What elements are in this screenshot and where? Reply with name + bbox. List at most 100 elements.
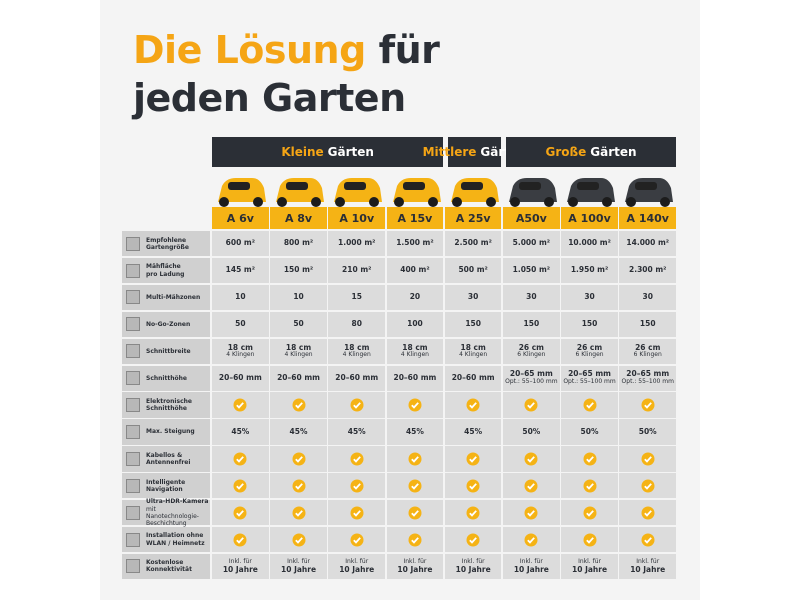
cell-text: 150 m²: [283, 265, 314, 275]
title-highlight: Die Lösung: [133, 28, 366, 72]
table-cell: [270, 473, 327, 499]
table-cell: Inkl. für 10 Jahre: [270, 553, 327, 580]
check-icon: [583, 479, 597, 493]
table-cell: 20–65 mm Opt.: 55–100 mm: [561, 365, 618, 391]
row-icon: [126, 451, 140, 466]
check-icon: [524, 506, 538, 520]
cell-text: 150: [639, 319, 656, 329]
table-cell: 18 cm 4 Klingen: [328, 338, 386, 364]
cell-text: 100: [407, 319, 423, 329]
check-icon: [524, 452, 538, 466]
cell-text: 400 m²: [400, 265, 430, 275]
cell-text: 50: [293, 319, 304, 329]
cell-text: 50%: [522, 426, 541, 436]
model-name: A 15v: [386, 207, 444, 229]
cell-line: 4 Klingen: [226, 351, 255, 359]
model-name: A 100v: [561, 207, 618, 229]
row-label: Multi-Mähzonen: [122, 284, 210, 311]
table-cell: Inkl. für 10 Jahre: [561, 553, 618, 580]
table-cell: 150: [561, 311, 618, 338]
table-cell: 20–60 mm: [444, 365, 502, 391]
cell-text: 50%: [580, 426, 599, 436]
row-label-line: Beschichtung: [146, 519, 187, 527]
row-label: No-Go-Zonen: [122, 311, 210, 338]
row-label: Intelligente Navigation: [122, 473, 210, 499]
cell-text: 80: [351, 319, 362, 329]
row-label-line: Schnitthöhe: [146, 405, 187, 413]
cell-line: 18 cm: [460, 342, 486, 352]
cell-line: Opt.: 55–100 mm: [505, 378, 558, 386]
table-cell: [328, 446, 386, 472]
row-label-text: Max. Steigung: [146, 428, 195, 435]
table-cell: 150 m²: [270, 257, 327, 284]
table-cell: [270, 500, 327, 526]
check-icon: [641, 452, 655, 466]
table-cell: [328, 500, 386, 526]
row-label: Elektronische Schnitthöhe: [122, 392, 210, 418]
row-label: Mähfläche pro Ladung: [122, 257, 210, 284]
cell-line: 4 Klingen: [459, 351, 488, 359]
row-label-text: Mähfläche pro Ladung: [146, 263, 184, 277]
row-label-line: Gartengröße: [146, 243, 189, 251]
cell-text: 150: [523, 319, 540, 329]
table-cell: 10: [270, 284, 327, 311]
table-cell: [619, 446, 677, 472]
cell-line: Inkl. für: [228, 557, 252, 565]
row-label-line: pro Ladung: [146, 270, 185, 278]
check-icon: [641, 506, 655, 520]
row-label-text: Installation ohne WLAN / Heimnetz: [146, 532, 205, 546]
check-icon: [292, 533, 306, 547]
group-label: Gärten: [590, 145, 637, 159]
group-accent: Mittlere: [422, 145, 477, 159]
table-cell: [386, 526, 444, 553]
row-icon: [126, 290, 140, 305]
cell-line: 4 Klingen: [342, 351, 371, 359]
table-cell: 2.300 m²: [619, 257, 677, 284]
check-icon: [466, 506, 480, 520]
check-icon: [466, 452, 480, 466]
row-label-line: Mähfläche: [146, 263, 181, 271]
cell-text: 2.300 m²: [629, 265, 667, 275]
cell-text: 2.500 m²: [454, 238, 492, 248]
table-cell: Inkl. für 10 Jahre: [503, 553, 560, 580]
model-name: A 140v: [619, 207, 677, 229]
table-cell: 500 m²: [444, 257, 502, 284]
cell-text: 150: [581, 319, 598, 329]
table-cell: [328, 526, 386, 553]
row-label-line: Intelligente: [146, 478, 186, 486]
row-label-line: Empfohlene: [146, 236, 187, 244]
table-cell: 400 m²: [386, 257, 444, 284]
table-cell: 45%: [212, 419, 269, 445]
cell-line: 10 Jahre: [572, 564, 608, 574]
cell-line: Inkl. für: [461, 557, 485, 565]
mower-image: [276, 178, 325, 207]
row-label: Kabellos & Antennenfrei: [122, 446, 210, 472]
table-cell: [444, 500, 502, 526]
check-icon: [466, 479, 480, 493]
row-icon: [126, 317, 140, 332]
row-label-line: Kostenlose: [146, 559, 184, 567]
cell-line: 18 cm: [402, 342, 428, 352]
table-cell: 1.000 m²: [328, 231, 386, 257]
table-cell: 145 m²: [212, 257, 269, 284]
mower-image: [625, 178, 674, 207]
check-icon: [350, 506, 364, 520]
check-icon: [466, 398, 480, 412]
check-icon: [583, 452, 597, 466]
table-cell: [212, 526, 269, 553]
cell-text: 20–60 mm: [218, 372, 262, 382]
check-icon: [524, 398, 538, 412]
cell-text: 30: [526, 292, 537, 302]
cell-text: 10: [235, 292, 246, 302]
model-name: A 25v: [444, 207, 502, 229]
row-label: Schnittbreite: [122, 338, 210, 364]
cell-line: Inkl. für: [578, 557, 601, 565]
row-label-text: Multi-Mähzonen: [146, 294, 200, 301]
title-line-1: Die Lösung für: [133, 28, 440, 72]
check-icon: [233, 533, 247, 547]
row-label-line: Ultra-HDR-Kamera: [146, 498, 209, 506]
row-label-line: Elektronische: [146, 397, 192, 405]
cell-line: 6 Klingen: [575, 351, 604, 359]
cell-line: 26 cm: [635, 342, 661, 352]
row-label-line: Navigation: [146, 485, 183, 493]
